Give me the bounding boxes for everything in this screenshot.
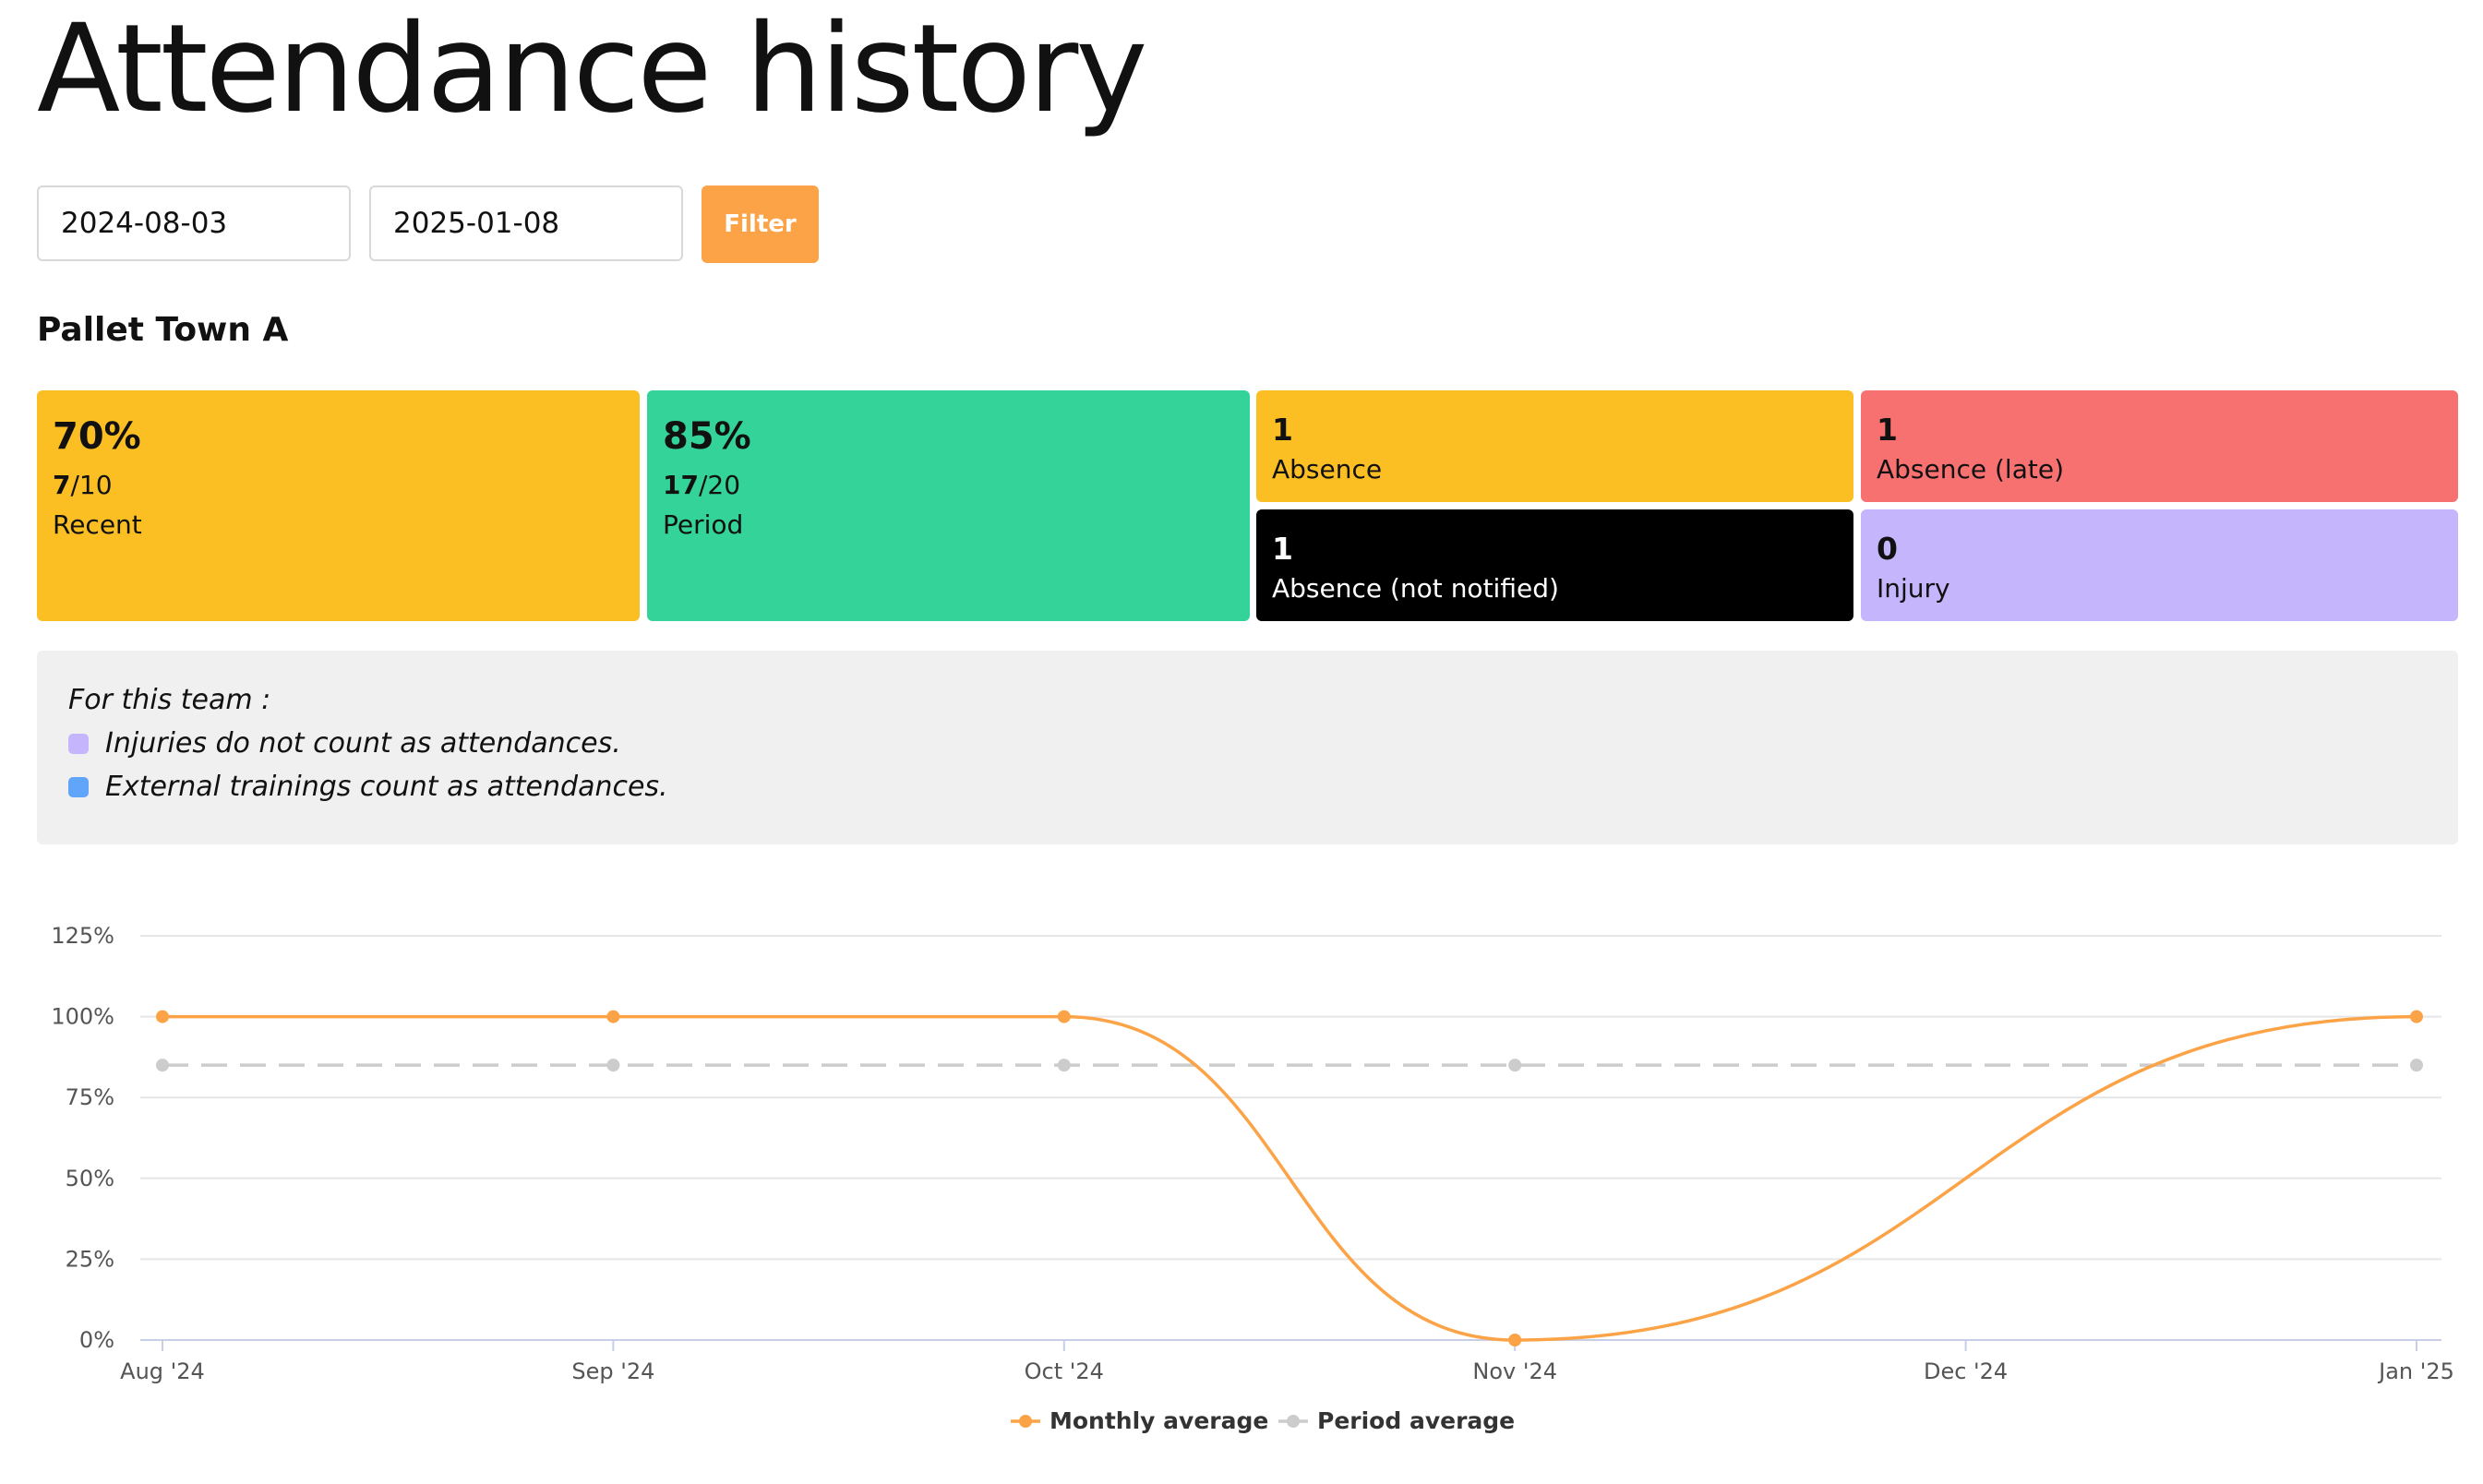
monthly-average-point [2410, 1010, 2423, 1023]
rule-injuries-text: Injuries do not count as attendances. [105, 727, 621, 760]
recent-percent: 70% [53, 415, 141, 458]
period-average-point [2410, 1059, 2423, 1072]
period-average-point [606, 1059, 620, 1072]
x-tick-label: Sep '24 [571, 1358, 654, 1384]
legend-monthly-average: Monthly average [1050, 1407, 1268, 1434]
monthly-average-point [1508, 1334, 1522, 1346]
start-date-input[interactable] [37, 186, 351, 261]
y-tick-label: 0% [79, 1327, 114, 1353]
absence-not-notified-count: 1 [1272, 531, 1293, 567]
absence-not-notified-tile: 1 Absence (not notified) [1256, 509, 1853, 621]
rule-injuries: Injuries do not count as attendances. [68, 727, 2427, 760]
period-percent: 85% [663, 415, 751, 458]
y-tick-label: 50% [66, 1166, 114, 1191]
monthly-average-point [1057, 1010, 1071, 1023]
recent-attendance-tile: 70% 7/10 Recent [37, 390, 640, 621]
monthly-average-line [162, 1014, 2417, 1342]
page-title: Attendance history [37, 0, 1147, 140]
absence-late-tile: 1 Absence (late) [1861, 390, 2458, 502]
rule-external-trainings-text: External trainings count as attendances. [105, 771, 668, 803]
monthly-average-point [606, 1010, 620, 1023]
y-tick-label: 75% [66, 1084, 114, 1110]
period-label: Period [663, 509, 744, 540]
absence-label: Absence [1272, 454, 1383, 485]
injury-tile: 0 Injury [1861, 509, 2458, 621]
x-tick-label: Dec '24 [1924, 1358, 2008, 1384]
recent-label: Recent [53, 509, 142, 540]
recent-ratio: 7/10 [53, 470, 624, 500]
period-attendance-tile: 85% 17/20 Period [647, 390, 1250, 621]
legend-monthly-marker [1019, 1415, 1032, 1428]
period-average-point [1057, 1059, 1071, 1072]
absence-not-notified-label: Absence (not notified) [1272, 573, 1559, 604]
absence-count: 1 [1272, 412, 1293, 448]
injury-count: 0 [1877, 531, 1898, 567]
team-rules-notice: For this team : Injuries do not count as… [37, 651, 2458, 844]
recent-count: 7 [53, 470, 71, 500]
end-date-input[interactable] [369, 186, 683, 261]
x-tick-label: Aug '24 [120, 1358, 205, 1384]
absence-tile: 1 Absence [1256, 390, 1853, 502]
y-tick-label: 100% [51, 1004, 114, 1030]
absence-late-label: Absence (late) [1877, 454, 2064, 485]
legend-period-marker [1287, 1415, 1300, 1428]
absence-late-count: 1 [1877, 412, 1898, 448]
period-ratio: 17/20 [663, 470, 1234, 500]
attendance-line-chart: 0% 25% 50% 75% 100% 125% Aug '24 Sep '24 Oct '24… [51, 923, 2454, 1434]
period-total: /20 [698, 470, 741, 500]
x-tick-label: Nov '24 [1472, 1358, 1557, 1384]
period-average-point [156, 1059, 169, 1072]
y-tick-label: 125% [51, 923, 114, 949]
x-tick-label: Oct '24 [1025, 1358, 1104, 1384]
period-average-point [1508, 1059, 1522, 1072]
x-tick-label: Jan '25 [2377, 1358, 2454, 1384]
notice-intro: For this team : [68, 684, 271, 716]
injury-label: Injury [1877, 573, 1950, 604]
y-tick-label: 25% [66, 1246, 114, 1272]
monthly-average-point [156, 1010, 169, 1023]
rule-external-trainings: External trainings count as attendances. [68, 771, 2427, 803]
filter-button[interactable]: Filter [702, 186, 819, 263]
external-training-color-swatch [68, 776, 89, 797]
team-name: Pallet Town A [37, 311, 289, 349]
recent-total: /10 [70, 470, 113, 500]
period-count: 17 [663, 470, 699, 500]
legend-period-average: Period average [1317, 1407, 1515, 1434]
injury-color-swatch [68, 733, 89, 754]
